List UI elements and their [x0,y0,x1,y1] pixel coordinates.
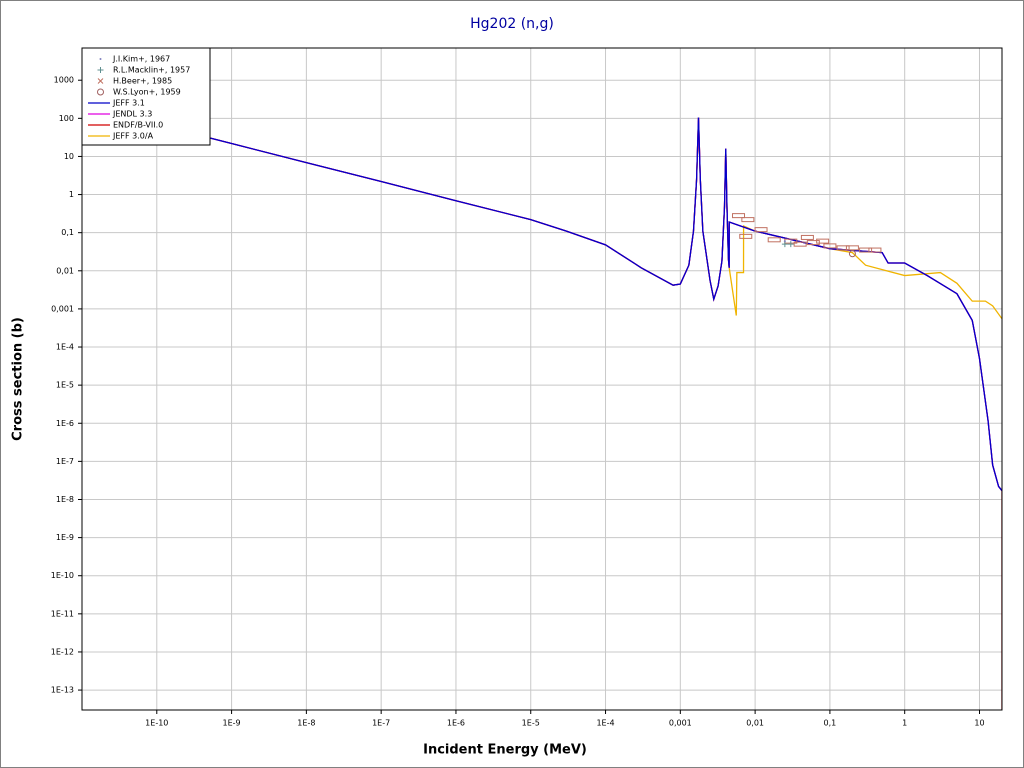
data-point [806,240,820,246]
data-point [741,217,755,223]
legend-label: H.Beer+, 1985 [113,77,172,86]
plot-border [81,47,1003,711]
series-line [82,104,1002,492]
x-tick-label: 10 [974,719,984,728]
data-point [845,245,859,251]
x-tick-label: 1E-7 [372,719,390,728]
y-tick-label: 10 [64,152,74,161]
y-tick-label: 1000 [54,76,74,85]
grid [82,48,1002,710]
chart-title: Hg202 (n,g) [470,16,554,32]
y-tick-label: 100 [59,114,74,123]
data-point [787,241,794,248]
data-point [732,213,746,219]
data-point [848,250,856,258]
legend-label: JEFF 3.0/A [112,132,154,141]
y-tick-label: 1E-12 [51,647,74,656]
legend-label: R.L.Macklin+, 1957 [113,66,190,75]
y-tick-label: 1E-9 [56,533,74,542]
y-tick-label: 0,1 [61,228,74,237]
data-point [767,237,781,243]
y-tick-label: 1E-6 [56,419,74,428]
x-tick-label: 0,1 [824,719,837,728]
legend-label: JEFF 3.1 [112,99,145,108]
plot-area [82,104,1002,710]
y-tick-label: 0,001 [51,304,74,313]
data-point [754,227,768,233]
x-tick-label: 1E-4 [596,719,614,728]
x-tick-label: 1E-5 [522,719,540,728]
x-tick-label: 1E-6 [447,719,465,728]
x-tick-label: 1 [902,719,907,728]
legend-box [81,47,211,146]
data-point [823,243,837,249]
x-tick-label: 0,01 [746,719,764,728]
y-axis-title: Cross section (b) [11,317,26,441]
data-point [800,234,814,240]
x-tick-label: 1E-8 [297,719,315,728]
data-point [783,240,786,243]
legend-label: J.I.Kim+, 1967 [112,55,170,64]
data-point [816,238,830,244]
legend-symbol [97,78,104,84]
x-tick-label: 1E-9 [223,719,241,728]
y-tick-label: 0,01 [56,266,74,275]
data-point [793,241,807,247]
legend-label: JENDL 3.3 [112,110,152,119]
x-tick-label: 1E-10 [145,719,168,728]
data-point [859,247,873,253]
y-tick-label: 1 [69,190,74,199]
y-tick-label: 1E-8 [56,495,74,504]
y-tick-label: 1E-11 [51,609,74,618]
y-tick-label: 1E-7 [56,457,74,466]
x-axis-title: Incident Energy (MeV) [423,743,587,758]
y-tick-label: 1E-4 [56,343,74,352]
data-point [781,241,788,248]
legend-symbol [99,58,102,60]
legend-label: W.S.Lyon+, 1959 [113,88,181,97]
legend-symbol [97,88,104,96]
y-tick-label: 1E-13 [51,686,74,695]
y-tick-label: 1E-5 [56,381,74,390]
data-point [836,245,850,251]
data-point [868,247,882,253]
y-tick-label: 1E-10 [51,571,74,580]
legend: J.I.Kim+, 1967 R.L.Macklin+, 1957 H.Beer+,… [81,47,211,146]
x-tick-label: 0,001 [669,719,692,728]
data-point [739,233,753,239]
legend-symbol [97,67,104,73]
legend-label: ENDF/B-VII.0 [113,121,163,130]
